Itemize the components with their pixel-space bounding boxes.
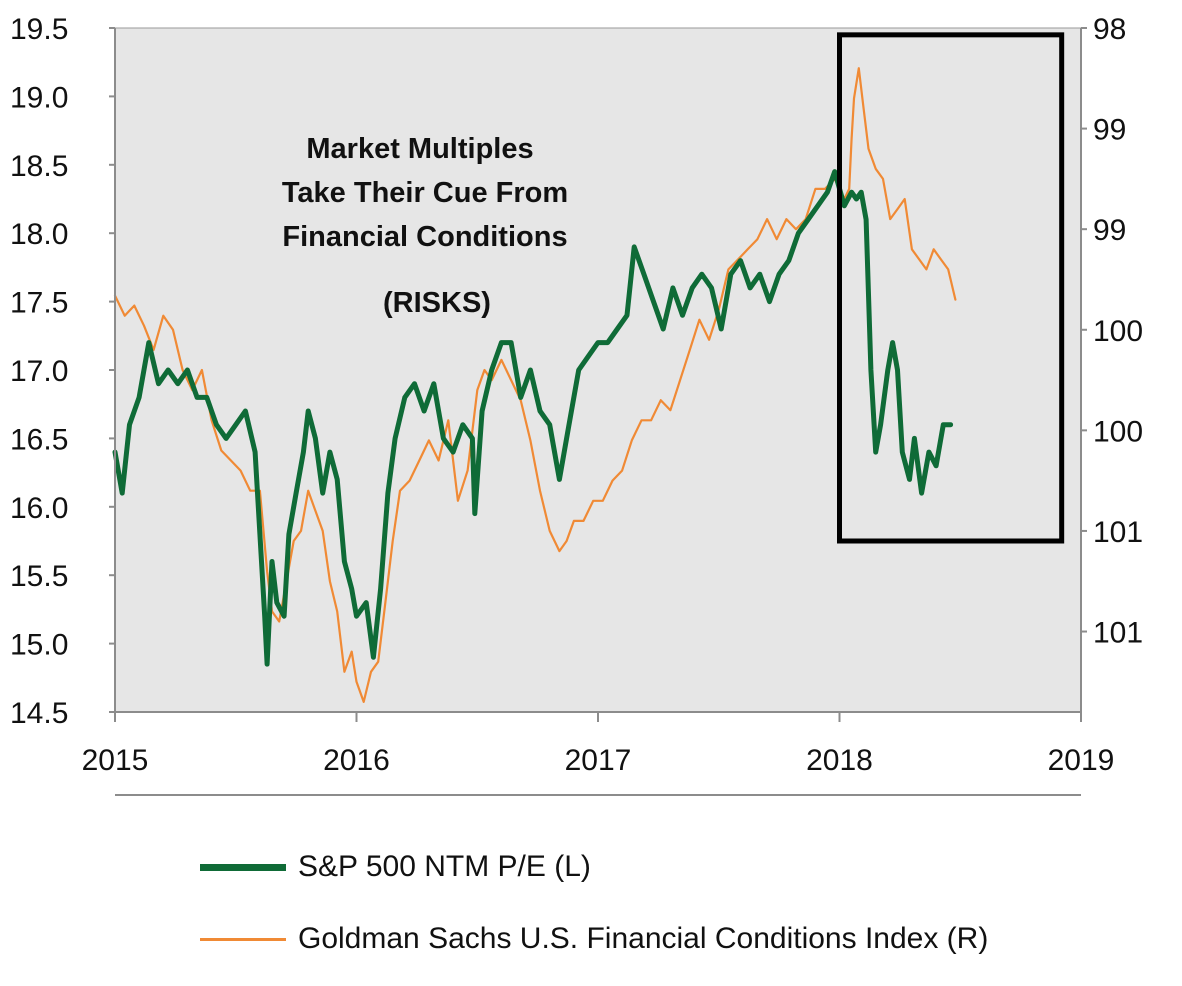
right-tick-label: 99 <box>1093 214 1126 247</box>
right-tick-label: 101 <box>1093 617 1143 650</box>
legend-item-pe: S&P 500 NTM P/E (L) <box>200 850 591 884</box>
right-tick-label: 99 <box>1093 114 1126 147</box>
left-tick-label: 16.0 <box>10 492 68 525</box>
plot-area <box>114 27 1082 713</box>
series-line-pe <box>112 169 954 667</box>
left-tick-label: 18.5 <box>10 150 68 183</box>
x-tick-label: 2017 <box>565 744 632 777</box>
annotation: Market Multiples Take Their Cue From Fin… <box>282 133 568 319</box>
left-tick-label: 17.0 <box>10 355 68 388</box>
annotation-line-4: (RISKS) <box>383 287 491 319</box>
legend-item-fci: Goldman Sachs U.S. Financial Conditions … <box>200 922 988 956</box>
left-tick-label: 19.5 <box>10 13 68 46</box>
right-tick-label: 100 <box>1093 415 1143 448</box>
x-tick-label: 2018 <box>806 744 873 777</box>
left-tick-label: 15.0 <box>10 629 68 662</box>
annotation-line-3: Financial Conditions <box>282 221 567 253</box>
x-tick-label: 2019 <box>1048 744 1115 777</box>
x-tick-label: 2016 <box>323 744 390 777</box>
x-tick-label: 2015 <box>82 744 149 777</box>
left-tick-label: 16.5 <box>10 423 68 456</box>
right-tick-label: 98 <box>1093 13 1126 46</box>
legend-swatch-fci <box>200 937 286 941</box>
left-tick-label: 17.5 <box>10 287 68 320</box>
right-tick-label: 100 <box>1093 315 1143 348</box>
left-axis: 14.5 15.0 15.5 16.0 16.5 17.0 17.5 18.0 18.5 19.0… <box>10 13 116 730</box>
annotation-line-1: Market Multiples <box>306 133 533 165</box>
left-tick-label: 14.5 <box>10 697 68 730</box>
left-tick-label: 15.5 <box>10 560 68 593</box>
right-axis: 98 99 99 100 100 101 101 <box>1080 13 1143 712</box>
left-tick-label: 19.0 <box>10 81 68 114</box>
legend-label-fci: Goldman Sachs U.S. Financial Conditions … <box>298 922 989 955</box>
highlight-box <box>837 32 1065 544</box>
legend-label-pe: S&P 500 NTM P/E (L) <box>298 850 591 883</box>
right-tick-label: 101 <box>1093 516 1143 549</box>
left-tick-label: 18.0 <box>10 218 68 251</box>
series-lines <box>112 67 957 704</box>
x-axis: 2015 2016 2017 2018 2019 <box>82 711 1115 777</box>
legend-swatch-pe <box>200 863 286 871</box>
annotation-line-2: Take Their Cue From <box>282 177 568 209</box>
